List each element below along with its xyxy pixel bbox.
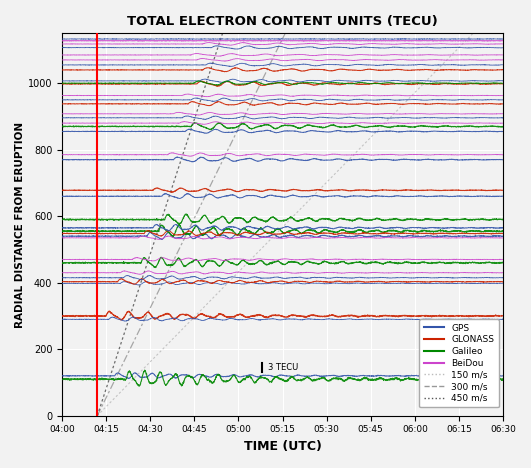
Legend: GPS, GLONASS, Galileo, BeiDou, 150 m/s, 300 m/s, 450 m/s: GPS, GLONASS, Galileo, BeiDou, 150 m/s, … (419, 319, 499, 407)
X-axis label: TIME (UTC): TIME (UTC) (244, 440, 321, 453)
Y-axis label: RADIAL DISTANCE FROM ERUPTION: RADIAL DISTANCE FROM ERUPTION (15, 122, 25, 328)
Title: TOTAL ELECTRON CONTENT UNITS (TECU): TOTAL ELECTRON CONTENT UNITS (TECU) (127, 15, 438, 28)
Text: 3 TECU: 3 TECU (268, 363, 298, 372)
